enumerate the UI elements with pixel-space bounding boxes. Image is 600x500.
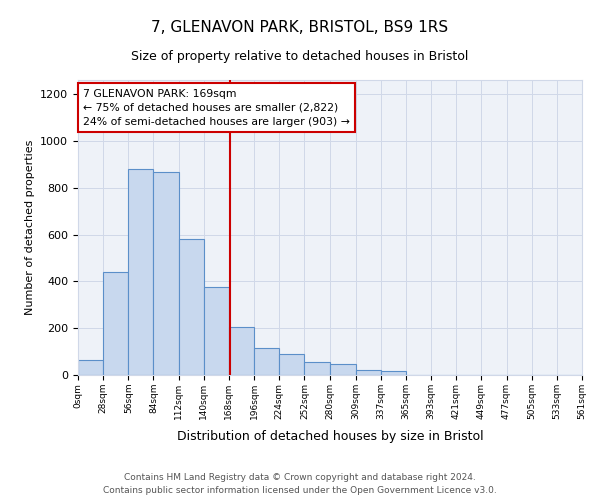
Bar bbox=[329, 364, 356, 375]
Bar bbox=[254, 348, 279, 375]
Text: Contains HM Land Registry data © Crown copyright and database right 2024.
Contai: Contains HM Land Registry data © Crown c… bbox=[103, 474, 497, 495]
X-axis label: Distribution of detached houses by size in Bristol: Distribution of detached houses by size … bbox=[176, 430, 484, 443]
Bar bbox=[279, 354, 304, 375]
Bar bbox=[204, 287, 229, 375]
Bar bbox=[356, 370, 381, 375]
Bar bbox=[229, 327, 254, 375]
Bar bbox=[128, 169, 154, 375]
Bar bbox=[103, 272, 128, 375]
Bar bbox=[304, 362, 329, 375]
Text: 7, GLENAVON PARK, BRISTOL, BS9 1RS: 7, GLENAVON PARK, BRISTOL, BS9 1RS bbox=[151, 20, 449, 35]
Bar bbox=[381, 371, 406, 375]
Bar bbox=[154, 172, 179, 375]
Bar bbox=[78, 360, 103, 375]
Bar bbox=[179, 239, 204, 375]
Y-axis label: Number of detached properties: Number of detached properties bbox=[25, 140, 35, 315]
Text: Size of property relative to detached houses in Bristol: Size of property relative to detached ho… bbox=[131, 50, 469, 63]
Text: 7 GLENAVON PARK: 169sqm
← 75% of detached houses are smaller (2,822)
24% of semi: 7 GLENAVON PARK: 169sqm ← 75% of detache… bbox=[83, 89, 350, 127]
